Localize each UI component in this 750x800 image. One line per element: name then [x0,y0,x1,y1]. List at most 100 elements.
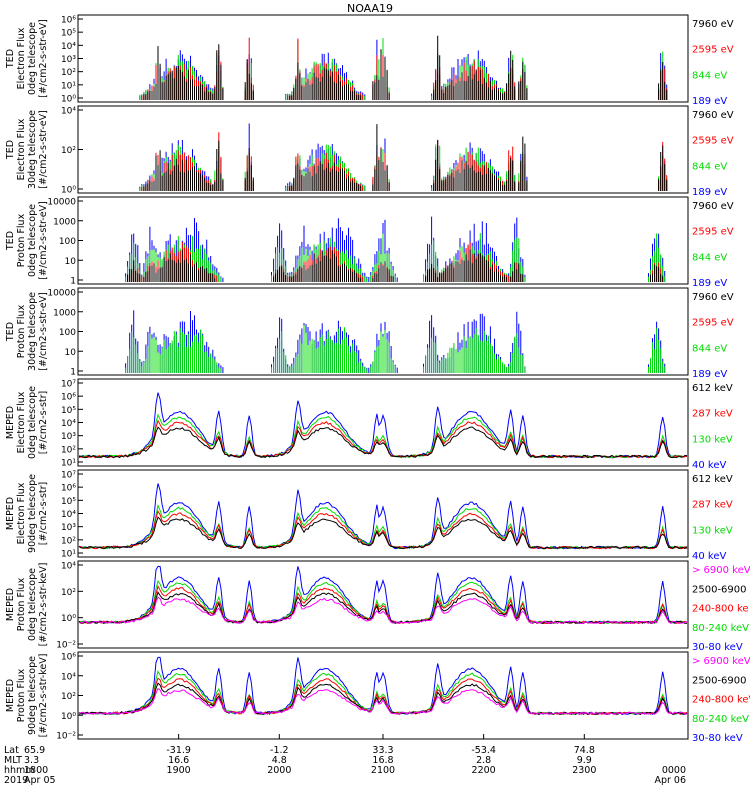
y-axis-label: [#/cm2-s-str-eV] [38,110,49,189]
series-80-240-kev [78,669,688,716]
x-tick-label: -1.2 [270,745,289,756]
series-287-kev [78,509,688,550]
series-287-kev [78,419,688,459]
y-tick-label: 10⁴ [61,42,76,52]
series-trace [78,483,688,550]
panel-meped-electron-0deg: 10⁷ 10⁶ 10⁵ 10⁴ 10³ 10² 10¹ MEPED Electron Flux 0… [5,378,733,471]
y-axis-label: 90deg telescope [27,474,38,553]
legend-entry: 80-240 keV [692,714,749,725]
y-tick-label: 10³ [61,55,76,65]
series-2500-6900 [78,682,688,716]
x-tick-label: 65.9 [24,745,45,756]
y-axis-label: 0deg telescope [27,386,38,459]
series-130-kev [78,503,688,550]
series-240-800-ke [78,584,688,625]
y-tick-label: 10⁴ [61,562,76,572]
y-tick-label: 10² [61,146,76,156]
y-tick-label: 10 [65,348,77,358]
y-tick-label: 10² [61,68,76,78]
y-axis-label: Electron Flux [16,27,27,89]
x-tick-label: 33.3 [372,745,393,756]
series-trace [78,687,688,715]
legend-entry: 2595 eV [692,45,734,56]
panel-meped-proton-90deg: 10⁶ 10⁴ 10² 10⁰ 10⁻² MEPED Proton Flux 90deg te… [5,651,750,744]
legend-entry: 30-80 keV [692,733,743,744]
series-trace [78,392,688,459]
y-tick-label: 10⁶ [61,16,76,26]
panel-ted-proton-0deg: 10000 1000 100 10 1 TED Proton Flux 0deg telesc… [5,196,734,289]
series-612-kev [78,426,688,459]
series-7960-ev [127,248,664,282]
y-tick-label: 10⁻² [56,732,76,742]
panel-meped-electron-90deg: 10⁷ 10⁶ 10⁵ 10⁴ 10³ 10² 10¹ MEPED Electron Flux 9… [5,469,733,562]
legend-entry: > 6900 keV [692,656,750,667]
legend-entry: 80-240 keV [692,623,749,634]
series-trace [78,426,688,459]
y-axis-label: [#/cm2-s-str] [38,482,49,545]
y-axis-label: [#/cm2-s-str] [38,391,49,454]
y-axis-label: MEPED [5,497,16,530]
series-30-80-kev [78,656,688,716]
series-7960-ev [143,124,668,191]
legend-entry: 844 eV [692,252,727,263]
y-axis-label: MEPED [5,679,16,712]
y-tick-label: 10³ [61,432,76,442]
y-tick-label: 10⁴ [61,672,76,682]
legend-entry: 2595 eV [692,136,734,147]
series-trace [78,503,688,550]
y-tick-label: 10 [65,257,77,267]
x-tick-label: 74.8 [574,745,595,756]
legend-entry: 7960 eV [692,110,734,121]
series-trace [78,682,688,716]
y-tick-label: 10⁷ [61,471,76,481]
legend-entry: 40 keV [692,551,726,562]
x-tick-label: 4.8 [272,755,287,766]
y-axis-label: Electron Flux [16,391,27,453]
x-tick-label: -53.4 [471,745,496,756]
legend-entry: 240-800 ke [692,604,749,615]
y-axis-label: TED [5,140,16,160]
x-tick-label: 16.6 [168,755,189,766]
y-tick-label: 100 [59,328,76,338]
y-tick-label: 10⁶ [61,393,76,403]
y-axis-label: Proton Flux [16,304,27,358]
legend-entry: 240-800 keV [692,695,750,706]
x-tick-label: Apr 06 [654,775,686,786]
y-tick-label: 10⁰ [61,712,76,722]
x-tick-label: 2.8 [476,755,491,766]
x-tick-label: -31.9 [166,745,191,756]
legend-entry: 189 eV [692,187,727,198]
panel-ted-proton-30deg: 10000 1000 100 10 1 TED Proton Flux 30deg teles… [5,287,734,380]
y-axis-label: TED [5,231,16,251]
legend-entry: 7960 eV [692,19,734,30]
panel-frame [77,651,689,740]
y-tick-label: 10⁻² [56,641,76,651]
y-axis-label: 30deg telescope [27,110,38,189]
legend-entry: 287 keV [692,409,733,420]
series-612-kev [78,516,688,550]
series-40-kev [78,483,688,550]
x-row-label: hhmm [4,765,35,776]
series-7960-ev [143,35,668,100]
y-axis-label: 0deg telescope [27,568,38,641]
y-tick-label: 10000 [47,198,76,208]
y-tick-label: 10⁵ [61,29,76,39]
y-axis-label: 30deg telescope [27,292,38,371]
panel-frame [77,560,689,649]
y-axis-label: MEPED [5,588,16,621]
y-axis-label: [#/cm2-s-str-eV] [38,201,49,280]
legend-entry: 2595 eV [692,227,734,238]
y-axis-label: [#/cm2-s-str-keV] [38,654,49,738]
legend-entry: 2500-6900 [692,675,747,686]
y-axis-label: TED [5,49,16,69]
series-844-ev [125,325,666,373]
series-spikes [143,124,668,191]
series-spikes [143,35,668,100]
x-row-label: MLT [4,755,22,766]
legend-entry: 2500-6900 [692,584,747,595]
x-tick-label: Apr 05 [24,775,56,786]
series-30-80-kev [78,565,688,625]
